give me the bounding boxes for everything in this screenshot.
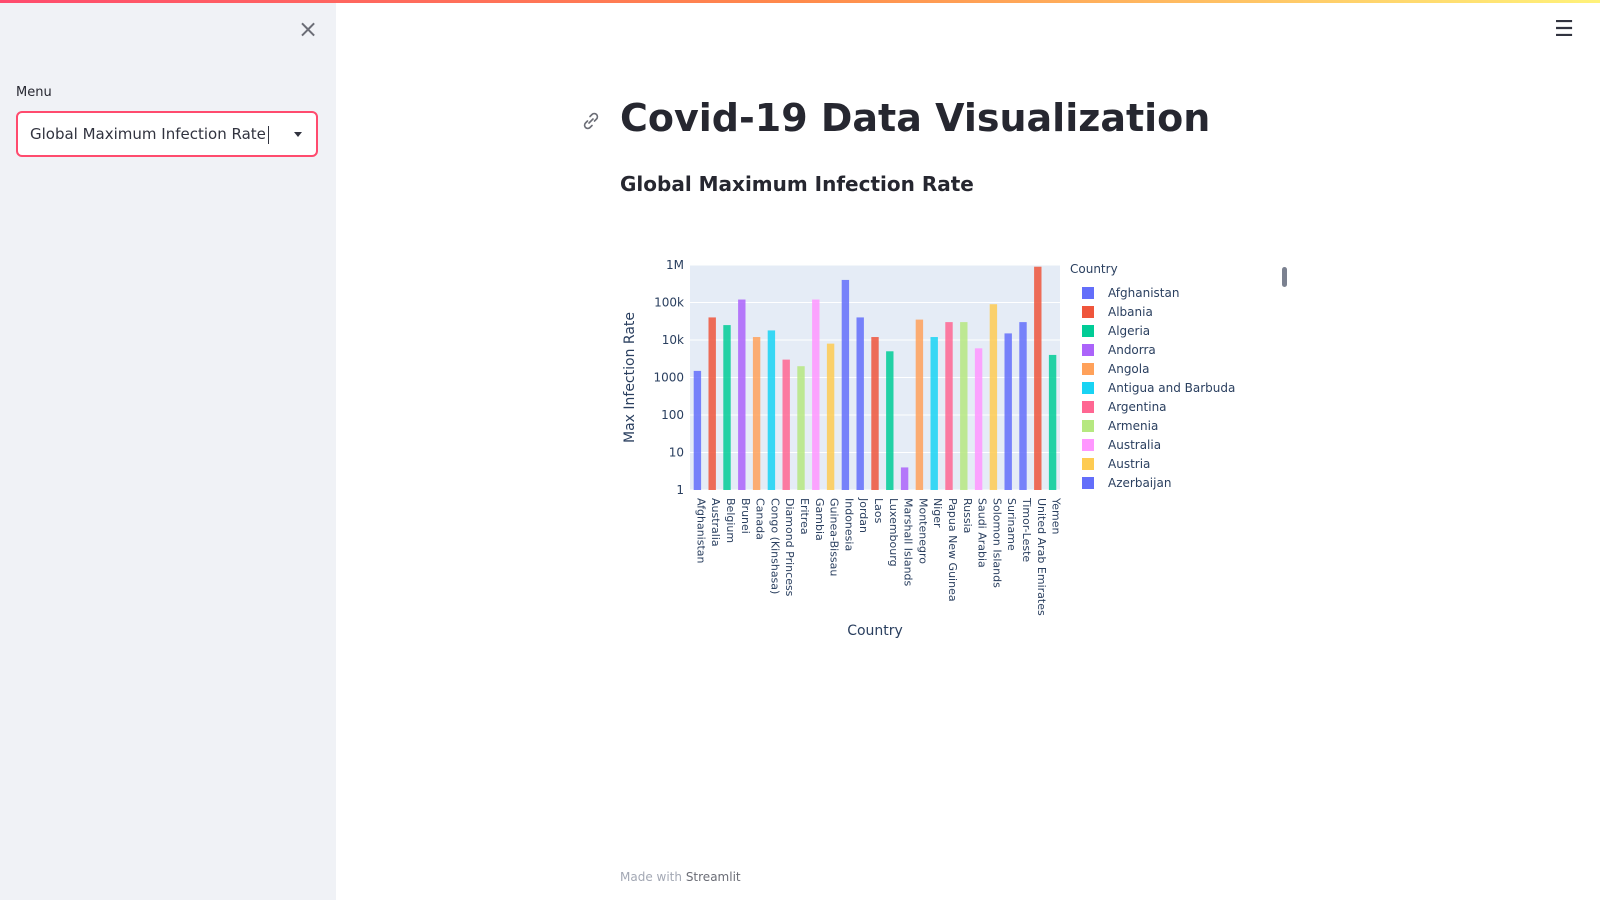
x-tick-label: Niger xyxy=(931,498,944,528)
x-tick-label: Afghanistan xyxy=(694,498,707,564)
x-tick-label: Indonesia xyxy=(842,498,855,551)
x-tick-label: Laos xyxy=(872,498,885,524)
legend-swatch xyxy=(1082,458,1094,470)
x-tick-label: Brunei xyxy=(739,498,752,534)
bar xyxy=(930,337,938,490)
x-tick-label: Gambia xyxy=(813,498,826,541)
bar xyxy=(989,304,998,490)
legend-swatch xyxy=(1082,477,1094,489)
x-tick-label: Eritrea xyxy=(798,498,811,535)
bar xyxy=(841,279,850,490)
bar xyxy=(826,343,835,490)
bar xyxy=(723,325,731,490)
bar xyxy=(945,322,953,490)
link-icon[interactable] xyxy=(582,112,600,130)
x-tick-label: Canada xyxy=(754,498,767,540)
x-tick-label: Belgium xyxy=(724,498,737,543)
bar xyxy=(708,317,716,490)
legend-swatch xyxy=(1082,325,1094,337)
streamlit-link[interactable]: Streamlit xyxy=(685,870,741,884)
bar xyxy=(1034,266,1042,490)
page-title: Covid-19 Data Visualization xyxy=(620,96,1211,140)
bar xyxy=(693,370,702,490)
legend-item: Azerbaijan xyxy=(1108,476,1171,490)
bar xyxy=(767,330,776,490)
x-tick-label: Jordan xyxy=(857,497,870,533)
bar xyxy=(738,299,746,490)
hamburger-icon[interactable]: ☰ xyxy=(1554,17,1574,42)
legend-title: Country xyxy=(1070,262,1118,276)
x-axis-title: Country xyxy=(847,623,903,639)
legend-swatch xyxy=(1082,420,1094,432)
x-tick-label: Australia xyxy=(709,498,722,547)
bar xyxy=(915,319,924,490)
legend-swatch xyxy=(1082,401,1094,413)
menu-select-value: Global Maximum Infection Rate xyxy=(30,125,269,144)
bar xyxy=(812,299,820,490)
x-tick-label: United Arab Emirates xyxy=(1035,498,1048,616)
y-tick-label: 1 xyxy=(676,483,684,497)
legend-item: Antigua and Barbuda xyxy=(1108,381,1235,395)
y-tick-label: 1M xyxy=(666,258,684,272)
legend-swatch xyxy=(1082,287,1094,299)
x-tick-label: Montenegro xyxy=(916,498,929,564)
bar xyxy=(797,366,805,490)
x-tick-label: Russia xyxy=(961,498,974,533)
text-caret xyxy=(267,125,269,144)
legend-item: Afghanistan xyxy=(1108,286,1179,300)
legend-scrollbar[interactable] xyxy=(1282,267,1287,287)
x-tick-label: Papua New Guinea xyxy=(946,498,959,602)
x-tick-label: Timor-Leste xyxy=(1020,497,1033,562)
footer: Made with Streamlit xyxy=(620,870,741,884)
x-tick-label: Diamond Princess xyxy=(783,498,796,597)
x-tick-label: Saudi Arabia xyxy=(976,498,989,568)
bar xyxy=(960,322,968,490)
x-tick-label: Guinea-Bissau xyxy=(828,498,841,576)
y-tick-label: 1000 xyxy=(653,371,684,385)
bar xyxy=(900,467,909,490)
decoration-top-gradient xyxy=(0,0,1600,3)
legend-item: Andorra xyxy=(1108,343,1156,357)
bar xyxy=(856,317,864,490)
x-tick-label: Marshall Islands xyxy=(902,498,915,587)
y-tick-label: 100 xyxy=(661,408,684,422)
bar xyxy=(1019,322,1027,490)
legend-swatch xyxy=(1082,363,1094,375)
y-tick-label: 10 xyxy=(669,446,684,460)
legend-swatch xyxy=(1082,306,1094,318)
x-tick-label: Yemen xyxy=(1050,497,1063,535)
legend-swatch xyxy=(1082,439,1094,451)
y-tick-label: 10k xyxy=(662,333,684,347)
x-tick-label: Congo (Kinshasa) xyxy=(768,498,781,594)
menu-label: Menu xyxy=(16,85,52,100)
bar xyxy=(1048,354,1057,490)
legend-item: Armenia xyxy=(1108,419,1158,433)
sidebar: × Menu Global Maximum Infection Rate xyxy=(0,3,336,900)
page-subtitle: Global Maximum Infection Rate xyxy=(620,172,974,196)
x-tick-label: Luxembourg xyxy=(887,498,900,567)
bar xyxy=(886,351,894,490)
legend-item: Albania xyxy=(1108,305,1153,319)
bar xyxy=(1004,333,1012,490)
menu-select[interactable]: Global Maximum Infection Rate xyxy=(16,111,318,157)
legend-item: Angola xyxy=(1108,362,1149,376)
legend-item: Austria xyxy=(1108,457,1150,471)
y-axis-title: Max Infection Rate xyxy=(622,312,638,443)
x-tick-label: Solomon Islands xyxy=(990,498,1003,588)
chevron-down-icon[interactable] xyxy=(294,132,302,137)
legend-item: Algeria xyxy=(1108,324,1150,338)
close-icon[interactable]: × xyxy=(297,15,319,43)
bar xyxy=(782,359,790,490)
bar xyxy=(871,337,879,490)
legend-swatch xyxy=(1082,382,1094,394)
bar xyxy=(752,337,761,490)
y-tick-label: 100k xyxy=(654,296,684,310)
x-tick-label: Suriname xyxy=(1005,498,1018,551)
bar xyxy=(974,348,983,490)
legend-item: Australia xyxy=(1108,438,1161,452)
legend-item: Argentina xyxy=(1108,400,1167,414)
legend-swatch xyxy=(1082,344,1094,356)
chart[interactable]: 1 10 100 1000 10k 100k 1M Afghanistan Australia B… xyxy=(620,255,1320,665)
